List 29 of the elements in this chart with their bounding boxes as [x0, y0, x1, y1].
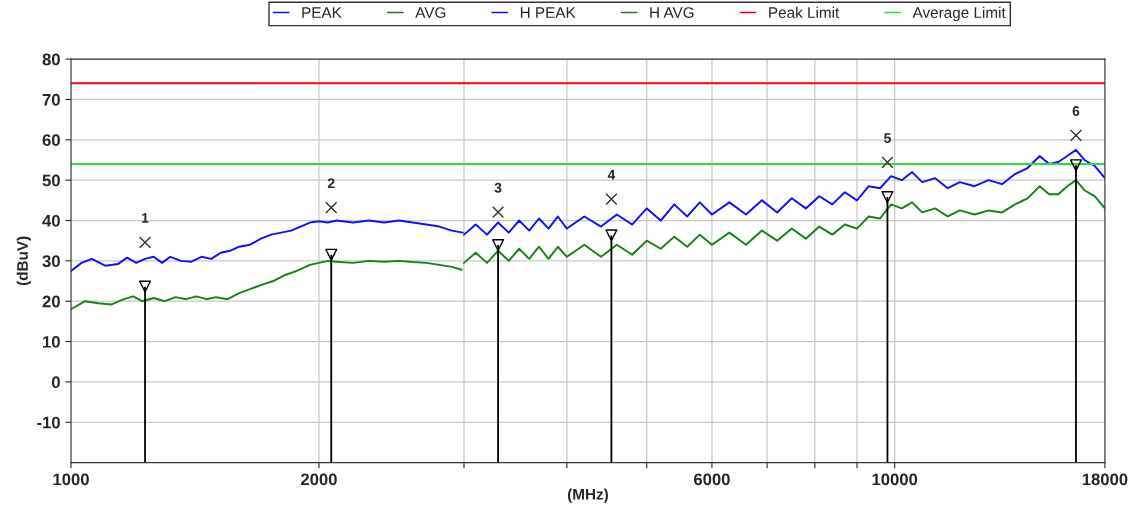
y-tick-label: 0	[51, 376, 60, 389]
y-tick-label: 30	[42, 255, 60, 268]
x-tick-label: 18000	[1082, 473, 1128, 486]
y-tick-label: -10	[37, 416, 60, 429]
annotation: 6	[1072, 106, 1080, 116]
legend-label: Peak Limit	[769, 6, 840, 18]
y-tick-label: 40	[42, 214, 60, 227]
legend-label: H AVG	[650, 7, 694, 18]
legend-label: PEAK	[302, 7, 342, 18]
legend-label: H PEAK	[520, 7, 576, 18]
x-tick-label: 2000	[300, 473, 337, 486]
y-tick-label: 80	[42, 53, 60, 66]
y-tick-label: 20	[42, 295, 60, 308]
annotation: 4	[607, 170, 616, 180]
y-tick-label: 70	[42, 93, 60, 106]
y-axis-title: (dBuV)	[16, 236, 31, 286]
y-tick-label: 50	[42, 174, 60, 187]
y-tick-label: 10	[43, 335, 60, 348]
x-tick-label: 1000	[53, 473, 89, 486]
y-tick-label: 60	[42, 134, 60, 147]
x-tick-label: 10000	[872, 473, 918, 486]
annotation: 5	[884, 133, 891, 143]
legend-label: Average Limit	[912, 6, 1006, 22]
annotation: 3	[494, 182, 502, 193]
x-tick-label: 6000	[694, 473, 730, 486]
legend-label: AVG	[415, 7, 446, 18]
x-axis-title: (MHz)	[567, 488, 608, 503]
annotation: 2	[327, 178, 335, 189]
annotation: 1	[142, 213, 149, 223]
